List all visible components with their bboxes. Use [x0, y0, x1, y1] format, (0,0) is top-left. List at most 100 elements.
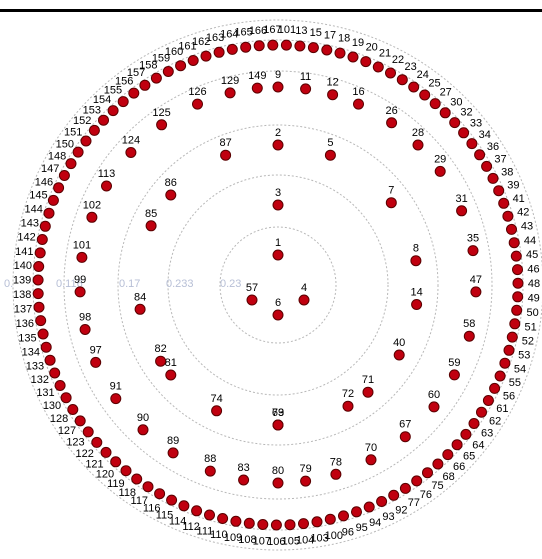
node-31 [456, 205, 468, 217]
node-label-91: 91 [110, 381, 122, 393]
node-label-82: 82 [154, 343, 166, 355]
node-93 [376, 496, 388, 507]
node-label-159: 159 [152, 52, 170, 64]
node-94 [363, 501, 375, 513]
ring-3 [117, 124, 439, 446]
node-66 [442, 449, 454, 461]
node-33 [458, 127, 470, 139]
node-16 [353, 98, 364, 110]
node-166 [253, 40, 265, 52]
node-25 [419, 89, 431, 101]
node-40 [393, 349, 405, 361]
node-label-165: 165 [234, 26, 252, 38]
node-label-88: 88 [204, 453, 216, 465]
node-label-26: 26 [385, 105, 397, 117]
node-label-153: 153 [83, 104, 101, 116]
node-67 [399, 431, 411, 443]
node-label-93: 93 [382, 511, 394, 523]
node-140 [33, 261, 45, 272]
node-label-67: 67 [399, 419, 411, 431]
node-35 [467, 245, 479, 257]
node-4 [298, 294, 310, 306]
node-label-116: 116 [143, 503, 161, 515]
node-41 [498, 197, 510, 209]
node-56 [489, 382, 501, 394]
node-8 [410, 255, 422, 267]
node-label-155: 155 [104, 84, 122, 96]
node-label-132: 132 [31, 374, 49, 386]
node-18 [334, 47, 346, 59]
node-5 [324, 149, 336, 161]
node-68 [432, 458, 444, 470]
node-156 [128, 87, 140, 99]
node-label-69: 69 [272, 407, 284, 419]
node-label-50: 50 [526, 307, 538, 319]
node-label-143: 143 [21, 217, 39, 229]
node-45 [510, 250, 522, 262]
node-111 [204, 509, 215, 521]
node-label-24: 24 [417, 69, 429, 81]
node-label-55: 55 [509, 377, 521, 389]
node-118 [131, 473, 143, 485]
node-103 [311, 516, 323, 528]
node-165 [240, 41, 252, 53]
node-label-63: 63 [481, 428, 493, 440]
node-106 [270, 519, 282, 531]
node-61 [482, 395, 494, 406]
node-label-68: 68 [442, 471, 454, 483]
node-label-8: 8 [413, 243, 419, 255]
node-99 [74, 286, 86, 298]
node-label-109: 109 [224, 532, 242, 544]
node-86 [165, 189, 177, 201]
node-64 [460, 428, 472, 440]
node-label-140: 140 [14, 260, 32, 272]
node-81 [165, 369, 177, 381]
node-label-66: 66 [453, 461, 465, 473]
node-44 [508, 237, 520, 249]
node-161 [187, 55, 199, 66]
node-158 [150, 72, 162, 84]
node-label-16: 16 [352, 86, 364, 98]
node-62 [476, 406, 487, 418]
node-label-15: 15 [310, 27, 322, 39]
node-label-138: 138 [13, 289, 31, 301]
node-115 [166, 494, 178, 506]
node-label-56: 56 [503, 390, 515, 402]
node-38 [487, 172, 499, 184]
node-label-113: 113 [98, 168, 116, 180]
node-label-34: 34 [479, 129, 491, 141]
node-2 [272, 139, 284, 151]
node-label-110: 110 [210, 529, 228, 541]
node-17 [321, 44, 333, 56]
node-label-7: 7 [388, 185, 394, 197]
node-13 [294, 40, 306, 52]
node-164 [226, 43, 238, 55]
node-133 [44, 354, 56, 366]
node-135 [37, 328, 49, 340]
node-34 [466, 138, 478, 150]
node-label-106: 106 [267, 536, 285, 548]
node-label-33: 33 [470, 118, 482, 130]
node-79 [300, 475, 312, 487]
node-58 [463, 330, 475, 342]
node-76 [411, 475, 423, 487]
node-29 [434, 165, 446, 177]
node-23 [396, 74, 408, 86]
node-label-99: 99 [74, 274, 86, 286]
node-label-44: 44 [524, 235, 536, 247]
node-label-4: 4 [301, 282, 307, 294]
node-24 [408, 81, 420, 93]
node-label-108: 108 [238, 534, 256, 546]
node-label-115: 115 [156, 510, 174, 522]
node-label-81: 81 [165, 357, 177, 369]
node-85 [145, 220, 157, 232]
node-11 [300, 83, 312, 95]
node-label-75: 75 [431, 480, 443, 492]
node-77 [399, 482, 411, 494]
node-label-64: 64 [472, 439, 484, 451]
node-104 [298, 518, 309, 530]
node-label-29: 29 [434, 153, 446, 165]
node-label-62: 62 [489, 416, 501, 428]
node-label-20: 20 [366, 42, 378, 54]
node-label-98: 98 [79, 312, 91, 324]
